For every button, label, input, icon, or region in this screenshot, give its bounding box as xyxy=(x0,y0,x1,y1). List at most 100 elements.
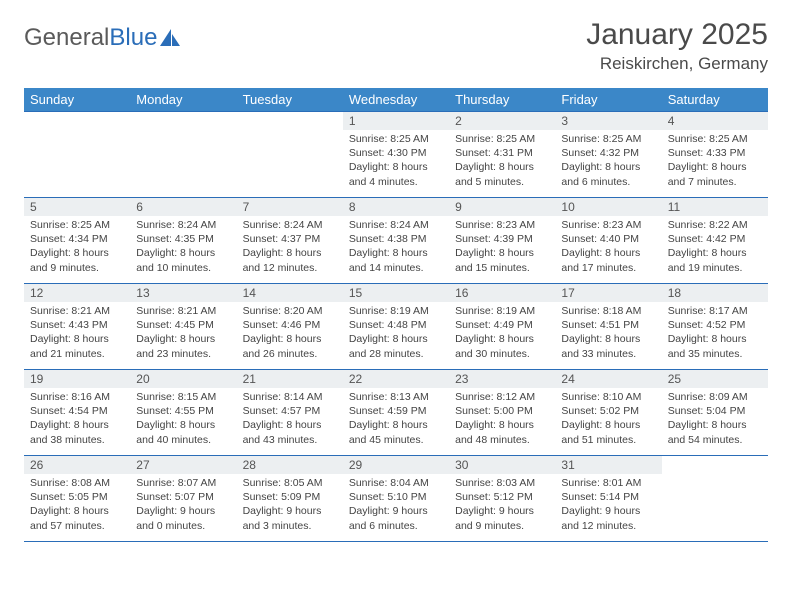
day-details: Sunrise: 8:24 AMSunset: 4:35 PMDaylight:… xyxy=(130,216,236,279)
sunset-line: Sunset: 5:07 PM xyxy=(136,490,230,504)
day-details: Sunrise: 8:21 AMSunset: 4:43 PMDaylight:… xyxy=(24,302,130,365)
day-details: Sunrise: 8:01 AMSunset: 5:14 PMDaylight:… xyxy=(555,474,661,537)
sunrise-line: Sunrise: 8:14 AM xyxy=(243,390,337,404)
daylight-line: Daylight: 8 hours and 7 minutes. xyxy=(668,160,762,188)
day-details: Sunrise: 8:19 AMSunset: 4:49 PMDaylight:… xyxy=(449,302,555,365)
daylight-line: Daylight: 8 hours and 30 minutes. xyxy=(455,332,549,360)
day-details: Sunrise: 8:07 AMSunset: 5:07 PMDaylight:… xyxy=(130,474,236,537)
day-number: 3 xyxy=(555,112,661,130)
daylight-line: Daylight: 8 hours and 43 minutes. xyxy=(243,418,337,446)
sunset-line: Sunset: 4:38 PM xyxy=(349,232,443,246)
day-details: Sunrise: 8:16 AMSunset: 4:54 PMDaylight:… xyxy=(24,388,130,451)
calendar-cell: 12Sunrise: 8:21 AMSunset: 4:43 PMDayligh… xyxy=(24,284,130,370)
sunrise-line: Sunrise: 8:07 AM xyxy=(136,476,230,490)
calendar-cell: 2Sunrise: 8:25 AMSunset: 4:31 PMDaylight… xyxy=(449,112,555,198)
calendar-cell: 20Sunrise: 8:15 AMSunset: 4:55 PMDayligh… xyxy=(130,370,236,456)
daylight-line: Daylight: 8 hours and 48 minutes. xyxy=(455,418,549,446)
daylight-line: Daylight: 8 hours and 23 minutes. xyxy=(136,332,230,360)
calendar-cell: 4Sunrise: 8:25 AMSunset: 4:33 PMDaylight… xyxy=(662,112,768,198)
day-number: 23 xyxy=(449,370,555,388)
day-details: Sunrise: 8:25 AMSunset: 4:34 PMDaylight:… xyxy=(24,216,130,279)
day-details: Sunrise: 8:21 AMSunset: 4:45 PMDaylight:… xyxy=(130,302,236,365)
day-details: Sunrise: 8:14 AMSunset: 4:57 PMDaylight:… xyxy=(237,388,343,451)
sunrise-line: Sunrise: 8:20 AM xyxy=(243,304,337,318)
day-details: Sunrise: 8:25 AMSunset: 4:30 PMDaylight:… xyxy=(343,130,449,193)
sunset-line: Sunset: 4:40 PM xyxy=(561,232,655,246)
sunset-line: Sunset: 4:39 PM xyxy=(455,232,549,246)
daylight-line: Daylight: 9 hours and 3 minutes. xyxy=(243,504,337,532)
sunrise-line: Sunrise: 8:19 AM xyxy=(455,304,549,318)
sunset-line: Sunset: 4:57 PM xyxy=(243,404,337,418)
sunrise-line: Sunrise: 8:01 AM xyxy=(561,476,655,490)
sunrise-line: Sunrise: 8:24 AM xyxy=(136,218,230,232)
sunset-line: Sunset: 4:48 PM xyxy=(349,318,443,332)
sunrise-line: Sunrise: 8:25 AM xyxy=(349,132,443,146)
calendar-cell: 10Sunrise: 8:23 AMSunset: 4:40 PMDayligh… xyxy=(555,198,661,284)
day-header: Friday xyxy=(555,88,661,112)
daylight-line: Daylight: 8 hours and 12 minutes. xyxy=(243,246,337,274)
day-number: 26 xyxy=(24,456,130,474)
sunset-line: Sunset: 4:34 PM xyxy=(30,232,124,246)
day-details: Sunrise: 8:13 AMSunset: 4:59 PMDaylight:… xyxy=(343,388,449,451)
day-number: 2 xyxy=(449,112,555,130)
sunset-line: Sunset: 4:37 PM xyxy=(243,232,337,246)
sunset-line: Sunset: 4:54 PM xyxy=(30,404,124,418)
day-number: 13 xyxy=(130,284,236,302)
day-number: 28 xyxy=(237,456,343,474)
sunset-line: Sunset: 4:59 PM xyxy=(349,404,443,418)
sunrise-line: Sunrise: 8:24 AM xyxy=(349,218,443,232)
day-details: Sunrise: 8:09 AMSunset: 5:04 PMDaylight:… xyxy=(662,388,768,451)
calendar-cell xyxy=(130,112,236,198)
sunset-line: Sunset: 4:42 PM xyxy=(668,232,762,246)
sunrise-line: Sunrise: 8:24 AM xyxy=(243,218,337,232)
day-number: 31 xyxy=(555,456,661,474)
calendar-cell: 19Sunrise: 8:16 AMSunset: 4:54 PMDayligh… xyxy=(24,370,130,456)
day-number: 29 xyxy=(343,456,449,474)
day-details: Sunrise: 8:03 AMSunset: 5:12 PMDaylight:… xyxy=(449,474,555,537)
daylight-line: Daylight: 8 hours and 4 minutes. xyxy=(349,160,443,188)
sunrise-line: Sunrise: 8:17 AM xyxy=(668,304,762,318)
calendar-cell: 27Sunrise: 8:07 AMSunset: 5:07 PMDayligh… xyxy=(130,456,236,542)
sunrise-line: Sunrise: 8:25 AM xyxy=(30,218,124,232)
day-details: Sunrise: 8:05 AMSunset: 5:09 PMDaylight:… xyxy=(237,474,343,537)
sunset-line: Sunset: 5:10 PM xyxy=(349,490,443,504)
calendar-week: 5Sunrise: 8:25 AMSunset: 4:34 PMDaylight… xyxy=(24,198,768,284)
calendar-cell: 6Sunrise: 8:24 AMSunset: 4:35 PMDaylight… xyxy=(130,198,236,284)
day-details: Sunrise: 8:19 AMSunset: 4:48 PMDaylight:… xyxy=(343,302,449,365)
location: Reiskirchen, Germany xyxy=(586,54,768,74)
calendar-cell: 28Sunrise: 8:05 AMSunset: 5:09 PMDayligh… xyxy=(237,456,343,542)
day-number: 19 xyxy=(24,370,130,388)
sunset-line: Sunset: 4:35 PM xyxy=(136,232,230,246)
day-details: Sunrise: 8:24 AMSunset: 4:37 PMDaylight:… xyxy=(237,216,343,279)
daylight-line: Daylight: 9 hours and 6 minutes. xyxy=(349,504,443,532)
logo-sail-icon xyxy=(159,28,181,48)
sunset-line: Sunset: 4:51 PM xyxy=(561,318,655,332)
calendar-cell: 18Sunrise: 8:17 AMSunset: 4:52 PMDayligh… xyxy=(662,284,768,370)
daylight-line: Daylight: 8 hours and 6 minutes. xyxy=(561,160,655,188)
calendar-cell: 15Sunrise: 8:19 AMSunset: 4:48 PMDayligh… xyxy=(343,284,449,370)
sunset-line: Sunset: 4:30 PM xyxy=(349,146,443,160)
sunset-line: Sunset: 4:52 PM xyxy=(668,318,762,332)
day-details: Sunrise: 8:04 AMSunset: 5:10 PMDaylight:… xyxy=(343,474,449,537)
sunrise-line: Sunrise: 8:05 AM xyxy=(243,476,337,490)
sunrise-line: Sunrise: 8:25 AM xyxy=(668,132,762,146)
day-number: 11 xyxy=(662,198,768,216)
calendar-week: 19Sunrise: 8:16 AMSunset: 4:54 PMDayligh… xyxy=(24,370,768,456)
day-number: 17 xyxy=(555,284,661,302)
daylight-line: Daylight: 8 hours and 33 minutes. xyxy=(561,332,655,360)
calendar-cell: 1Sunrise: 8:25 AMSunset: 4:30 PMDaylight… xyxy=(343,112,449,198)
day-number: 7 xyxy=(237,198,343,216)
logo: GeneralBlue xyxy=(24,24,181,52)
day-header-row: SundayMondayTuesdayWednesdayThursdayFrid… xyxy=(24,88,768,112)
sunset-line: Sunset: 5:04 PM xyxy=(668,404,762,418)
day-details: Sunrise: 8:10 AMSunset: 5:02 PMDaylight:… xyxy=(555,388,661,451)
logo-word1: General xyxy=(24,24,109,52)
daylight-line: Daylight: 8 hours and 14 minutes. xyxy=(349,246,443,274)
calendar-cell: 8Sunrise: 8:24 AMSunset: 4:38 PMDaylight… xyxy=(343,198,449,284)
day-number: 12 xyxy=(24,284,130,302)
day-number: 22 xyxy=(343,370,449,388)
daylight-line: Daylight: 8 hours and 45 minutes. xyxy=(349,418,443,446)
daylight-line: Daylight: 8 hours and 17 minutes. xyxy=(561,246,655,274)
daylight-line: Daylight: 8 hours and 51 minutes. xyxy=(561,418,655,446)
day-number: 30 xyxy=(449,456,555,474)
